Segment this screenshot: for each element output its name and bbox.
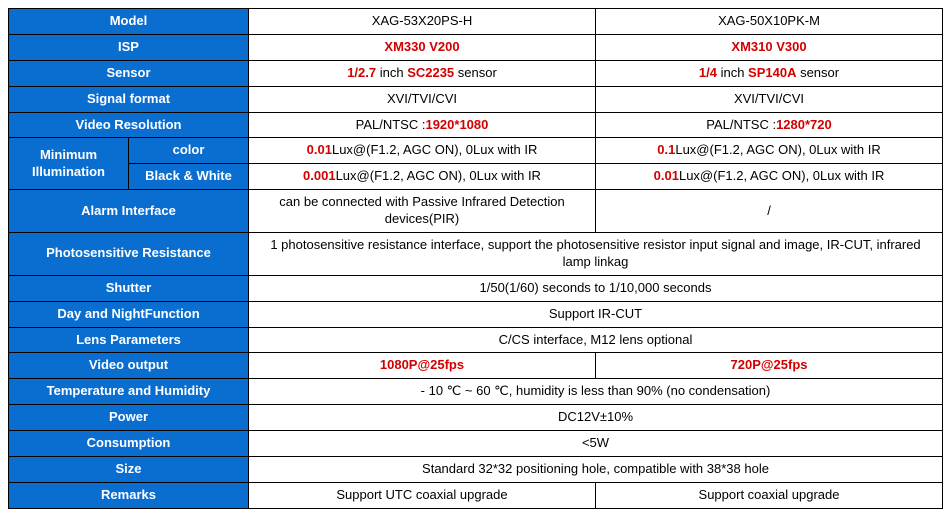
label-power: Power	[9, 405, 249, 431]
label-vo: Video output	[9, 353, 249, 379]
colA-bw: 0.001Lux@(F1.2, AGC ON), 0Lux with IR	[249, 164, 596, 190]
table-row: Signal format XVI/TVI/CVI XVI/TVI/CVI	[9, 86, 943, 112]
colA-color: 0.01Lux@(F1.2, AGC ON), 0Lux with IR	[249, 138, 596, 164]
table-row: Temperature and Humidity - 10 ℃ ~ 60 ℃, …	[9, 379, 943, 405]
label-th: Temperature and Humidity	[9, 379, 249, 405]
table-row: Day and NightFunction Support IR-CUT	[9, 301, 943, 327]
colB-color: 0.1Lux@(F1.2, AGC ON), 0Lux with IR	[596, 138, 943, 164]
table-row: Shutter 1/50(1/60) seconds to 1/10,000 s…	[9, 275, 943, 301]
label-lens: Lens Parameters	[9, 327, 249, 353]
table-row: ISP XM330 V200 XM310 V300	[9, 34, 943, 60]
label-bw: Black & White	[129, 164, 249, 190]
table-row: Alarm Interface can be connected with Pa…	[9, 190, 943, 233]
table-row: Consumption <5W	[9, 431, 943, 457]
label-alarm: Alarm Interface	[9, 190, 249, 233]
label-isp: ISP	[9, 34, 249, 60]
colA-vidres: PAL/NTSC :1920*1080	[249, 112, 596, 138]
span-cons: <5W	[249, 431, 943, 457]
colB-remarks: Support coaxial upgrade	[596, 482, 943, 508]
colA-alarm: can be connected with Passive Infrared D…	[249, 190, 596, 233]
label-dn: Day and NightFunction	[9, 301, 249, 327]
colA-model: XAG-53X20PS-H	[249, 9, 596, 35]
colB-model: XAG-50X10PK-M	[596, 9, 943, 35]
table-row: Video output 1080P@25fps 720P@25fps	[9, 353, 943, 379]
label-model: Model	[9, 9, 249, 35]
spec-table: Model XAG-53X20PS-H XAG-50X10PK-M ISP XM…	[8, 8, 943, 509]
table-row: Size Standard 32*32 positioning hole, co…	[9, 457, 943, 483]
table-row: Sensor 1/2.7 inch SC2235 sensor 1/4 inch…	[9, 60, 943, 86]
span-photo: 1 photosensitive resistance interface, s…	[249, 233, 943, 276]
colA-isp: XM330 V200	[384, 39, 459, 54]
colB-signal: XVI/TVI/CVI	[596, 86, 943, 112]
label-shutter: Shutter	[9, 275, 249, 301]
label-sensor: Sensor	[9, 60, 249, 86]
label-vidres: Video Resolution	[9, 112, 249, 138]
label-cons: Consumption	[9, 431, 249, 457]
colA-signal: XVI/TVI/CVI	[249, 86, 596, 112]
table-row: Black & White 0.001Lux@(F1.2, AGC ON), 0…	[9, 164, 943, 190]
span-size: Standard 32*32 positioning hole, compati…	[249, 457, 943, 483]
span-power: DC12V±10%	[249, 405, 943, 431]
table-row: Power DC12V±10%	[9, 405, 943, 431]
table-row: Photosensitive Resistance 1 photosensiti…	[9, 233, 943, 276]
table-row: Minimum Illumination color 0.01Lux@(F1.2…	[9, 138, 943, 164]
colB-vidres: PAL/NTSC :1280*720	[596, 112, 943, 138]
colB-alarm: /	[596, 190, 943, 233]
label-size: Size	[9, 457, 249, 483]
colB-sensor: 1/4 inch SP140A sensor	[596, 60, 943, 86]
table-row: Remarks Support UTC coaxial upgrade Supp…	[9, 482, 943, 508]
colB-vo: 720P@25fps	[731, 357, 808, 372]
span-th: - 10 ℃ ~ 60 ℃, humidity is less than 90%…	[249, 379, 943, 405]
span-dn: Support IR-CUT	[249, 301, 943, 327]
table-row: Video Resolution PAL/NTSC :1920*1080 PAL…	[9, 112, 943, 138]
span-lens: C/CS interface, M12 lens optional	[249, 327, 943, 353]
table-row: Model XAG-53X20PS-H XAG-50X10PK-M	[9, 9, 943, 35]
colA-remarks: Support UTC coaxial upgrade	[249, 482, 596, 508]
colB-bw: 0.01Lux@(F1.2, AGC ON), 0Lux with IR	[596, 164, 943, 190]
colA-sensor: 1/2.7 inch SC2235 sensor	[249, 60, 596, 86]
colA-vo: 1080P@25fps	[380, 357, 464, 372]
label-photo: Photosensitive Resistance	[9, 233, 249, 276]
label-min-illum: Minimum Illumination	[9, 138, 129, 190]
colB-isp: XM310 V300	[731, 39, 806, 54]
span-shutter: 1/50(1/60) seconds to 1/10,000 seconds	[249, 275, 943, 301]
label-remarks: Remarks	[9, 482, 249, 508]
label-color: color	[129, 138, 249, 164]
label-signal: Signal format	[9, 86, 249, 112]
table-row: Lens Parameters C/CS interface, M12 lens…	[9, 327, 943, 353]
